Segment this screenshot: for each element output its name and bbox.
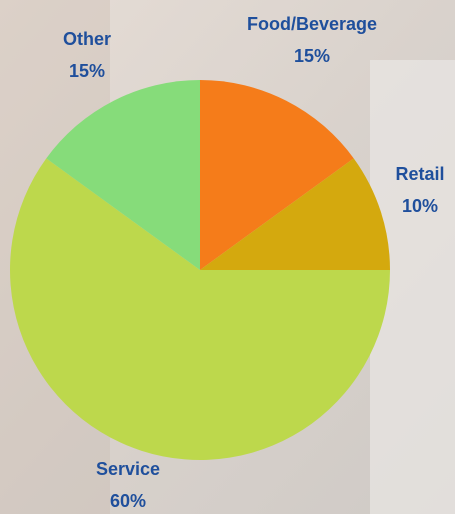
pie-slice [10, 158, 391, 460]
slice-value-label: 60% [110, 491, 146, 511]
slice-value-label: 15% [69, 61, 105, 81]
slice-label: Other [63, 29, 111, 49]
pie-slice [200, 80, 354, 270]
labels: Food/Beverage 15% Retail 10% Service 60% Other… [63, 14, 445, 511]
slice-label: Service [96, 459, 160, 479]
slice-label: Food/Beverage [247, 14, 377, 34]
slice-value-label: 10% [402, 196, 438, 216]
pie-slice [46, 80, 200, 270]
pie-slice [200, 158, 390, 270]
slice-value-label: 15% [294, 46, 330, 66]
slice-label: Retail [395, 164, 444, 184]
pie [10, 80, 391, 460]
